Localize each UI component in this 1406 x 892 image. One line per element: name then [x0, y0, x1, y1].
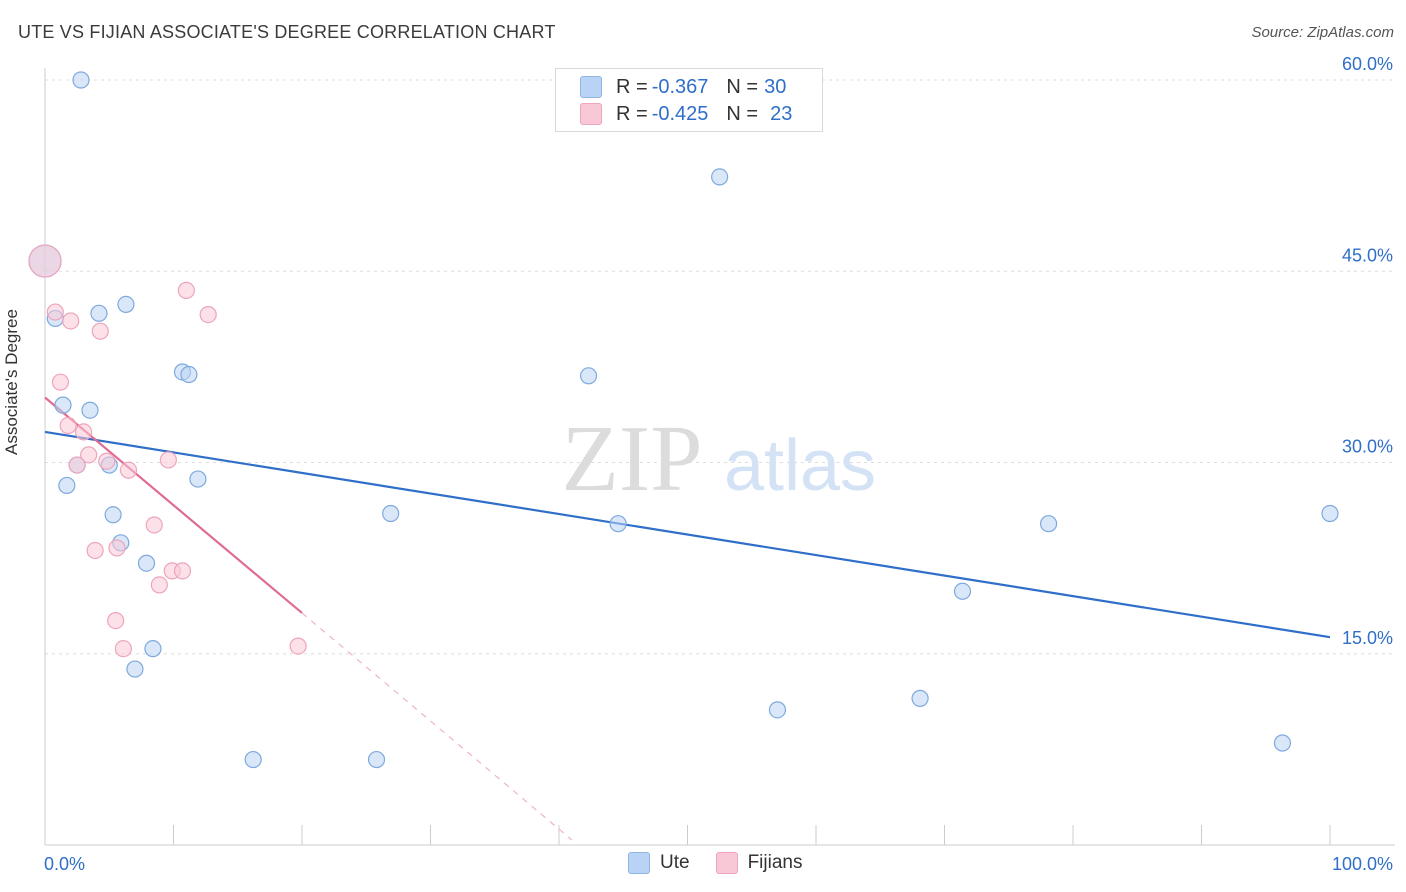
legend-row-ute: R = -0.367 N = 30: [556, 74, 786, 100]
legend-row-fijians: R = -0.425 N = 23: [556, 101, 792, 127]
ute-point: [189, 470, 207, 488]
legend-item-ute[interactable]: Ute: [628, 852, 690, 874]
ute-point: [244, 750, 262, 769]
ute-point: [180, 365, 198, 384]
ute-point: [1039, 515, 1058, 533]
ute-point: [54, 396, 72, 414]
axes: [44, 68, 1395, 846]
ute-point: [1321, 504, 1339, 523]
x-tick-label: 0.0%: [44, 854, 85, 874]
fijians-point: [91, 322, 109, 340]
fijians-swatch: [715, 852, 738, 874]
fijians-point: [199, 306, 217, 324]
fijians-point: [177, 281, 195, 299]
chart-title: UTE VS FIJIAN ASSOCIATE'S DEGREE CORRELA…: [18, 22, 556, 42]
ute-point: [104, 506, 122, 524]
fijians-point: [150, 576, 168, 594]
watermark: ZIP atlas: [562, 407, 877, 511]
fijians-point: [74, 423, 93, 441]
ute-trend-line: [44, 430, 1331, 639]
legend-label-fijians: Fijians: [747, 852, 803, 873]
ute-point: [911, 689, 929, 707]
watermark-atlas: atlas: [724, 426, 876, 506]
y-tick-label: 15.0%: [1342, 628, 1393, 648]
y-tick-label: 60.0%: [1342, 54, 1393, 74]
fijians-point: [68, 456, 86, 474]
fijians-point: [173, 562, 192, 580]
fijians-point: [98, 452, 116, 470]
fijians-swatch: [580, 103, 602, 125]
legend-box: R = -0.367 N = 30 R = -0.425 N = 23: [555, 68, 823, 132]
ute-point: [72, 71, 90, 89]
ute-point: [1273, 734, 1292, 752]
tick-labels: 15.0% 30.0% 45.0% 60.0% 0.0% 100.0%: [44, 54, 1393, 874]
watermark-zip: ZIP: [562, 407, 703, 511]
ute-point: [579, 367, 598, 385]
fijians-point: [80, 446, 98, 464]
fijians-point: [62, 312, 80, 330]
ute-point: [953, 582, 972, 600]
fijians-trend-extension: [301, 612, 573, 841]
legend-n-value: 30: [764, 75, 787, 98]
legend-r-value: -0.367: [651, 75, 709, 98]
fijians-point: [28, 244, 62, 278]
fijians-point: [51, 373, 70, 391]
y-tick-label: 30.0%: [1342, 437, 1393, 457]
bottom-legend: Ute Fijians: [628, 852, 828, 874]
fijians-point: [107, 611, 125, 630]
fijians-point: [108, 539, 126, 557]
legend-r-value: -0.425: [651, 102, 709, 125]
x-tick-label: 100.0%: [1332, 854, 1393, 874]
ute-point: [609, 515, 627, 533]
y-tick-label: 45.0%: [1342, 245, 1393, 265]
ute-point: [768, 701, 787, 719]
legend-r-label: R =: [616, 75, 648, 98]
legend-item-fijians[interactable]: Fijians: [715, 852, 803, 874]
legend-n-label: N =: [726, 75, 759, 98]
ute-point: [117, 295, 135, 313]
ute-point: [126, 660, 144, 678]
ute-point: [137, 554, 156, 572]
fijians-point: [289, 637, 307, 655]
fijians-point: [59, 416, 77, 435]
ute-point: [58, 476, 76, 495]
fijians-point: [159, 451, 177, 469]
legend-r-label: R =: [616, 102, 648, 125]
legend-n-label: N =: [726, 102, 759, 125]
ute-point: [711, 168, 729, 186]
ute-point: [382, 504, 400, 523]
ute-point: [81, 401, 99, 419]
ute-swatch: [580, 76, 602, 98]
fijians-point: [46, 303, 64, 321]
ute-point: [367, 750, 386, 769]
fijians-point: [145, 516, 163, 534]
ute-swatch: [628, 852, 650, 874]
data-points: [28, 71, 1339, 769]
fijians-point: [119, 461, 138, 479]
fijians-point: [114, 640, 132, 658]
legend-label-ute: Ute: [660, 852, 690, 873]
ute-point: [90, 304, 108, 322]
source-label: Source: ZipAtlas.com: [1251, 24, 1394, 41]
legend-n-value: 23: [770, 102, 793, 125]
fijians-point: [86, 541, 104, 560]
ute-point: [144, 640, 162, 658]
